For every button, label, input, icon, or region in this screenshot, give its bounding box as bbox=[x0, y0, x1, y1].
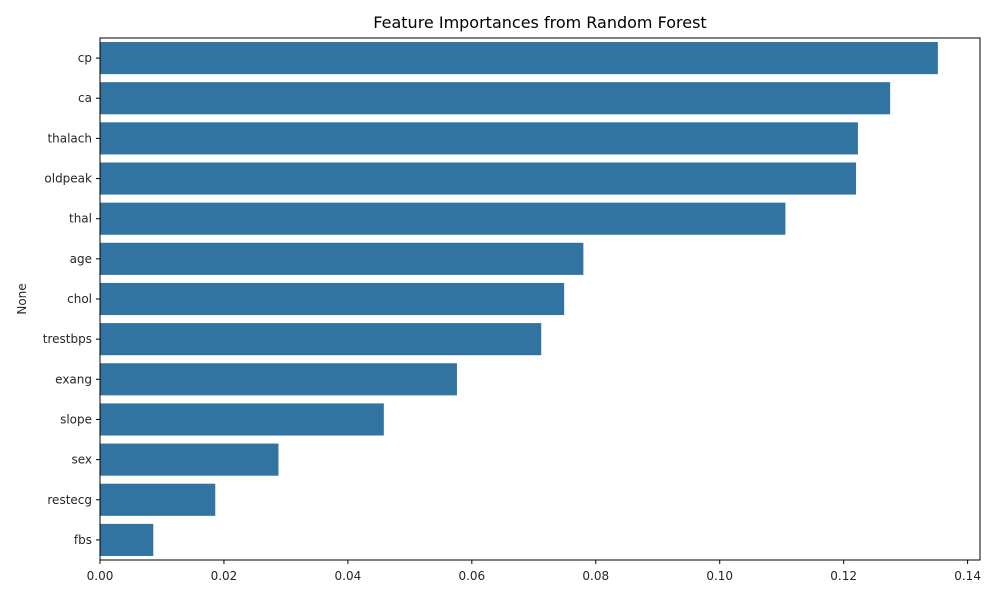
y-tick-label-trestbps: trestbps bbox=[43, 332, 92, 346]
y-tick-label-chol: chol bbox=[67, 292, 92, 306]
x-tick-label: 0.12 bbox=[830, 569, 857, 583]
bar-fbs bbox=[100, 523, 154, 556]
x-tick-label: 0.14 bbox=[954, 569, 981, 583]
y-tick-label-cp: cp bbox=[78, 51, 92, 65]
bars-group bbox=[100, 42, 938, 556]
y-tick-label-age: age bbox=[70, 252, 92, 266]
y-tick-label-slope: slope bbox=[60, 412, 92, 426]
x-tick-label: 0.04 bbox=[335, 569, 362, 583]
y-tick-label-thal: thal bbox=[69, 212, 92, 226]
bar-oldpeak bbox=[100, 162, 857, 195]
bar-thal bbox=[100, 202, 786, 235]
bar-sex bbox=[100, 443, 279, 476]
x-tick-label: 0.02 bbox=[211, 569, 238, 583]
bar-exang bbox=[100, 363, 457, 396]
y-tick-label-exang: exang bbox=[55, 372, 92, 386]
x-tick-label: 0.10 bbox=[706, 569, 733, 583]
y-tick-labels: cp ca thalach oldpeak thal age chol trestbps exa… bbox=[43, 51, 100, 547]
x-tick-label: 0.06 bbox=[458, 569, 485, 583]
x-tick-label: 0.08 bbox=[582, 569, 609, 583]
y-tick-label-sex: sex bbox=[71, 453, 92, 467]
x-tick-label: 0.00 bbox=[87, 569, 114, 583]
y-tick-label-thalach: thalach bbox=[47, 131, 92, 145]
bar-restecg bbox=[100, 483, 216, 516]
bar-thalach bbox=[100, 122, 858, 155]
y-tick-label-oldpeak: oldpeak bbox=[44, 172, 92, 186]
y-tick-label-restecg: restecg bbox=[47, 493, 92, 507]
y-tick-label-fbs: fbs bbox=[74, 533, 92, 547]
x-ticks: 0.00 0.02 0.04 0.06 0.08 0.10 0.12 0.14 bbox=[87, 560, 981, 583]
y-tick-label-ca: ca bbox=[78, 91, 92, 105]
bar-chol bbox=[100, 282, 565, 316]
bar-cp bbox=[100, 42, 938, 75]
bar-ca bbox=[100, 82, 891, 115]
chart-title: Feature Importances from Random Forest bbox=[373, 13, 706, 32]
y-axis-label: None bbox=[15, 283, 29, 314]
bar-age bbox=[100, 242, 584, 275]
bar-trestbps bbox=[100, 323, 542, 356]
plot-frame bbox=[99, 37, 981, 561]
bar-slope bbox=[100, 403, 384, 436]
